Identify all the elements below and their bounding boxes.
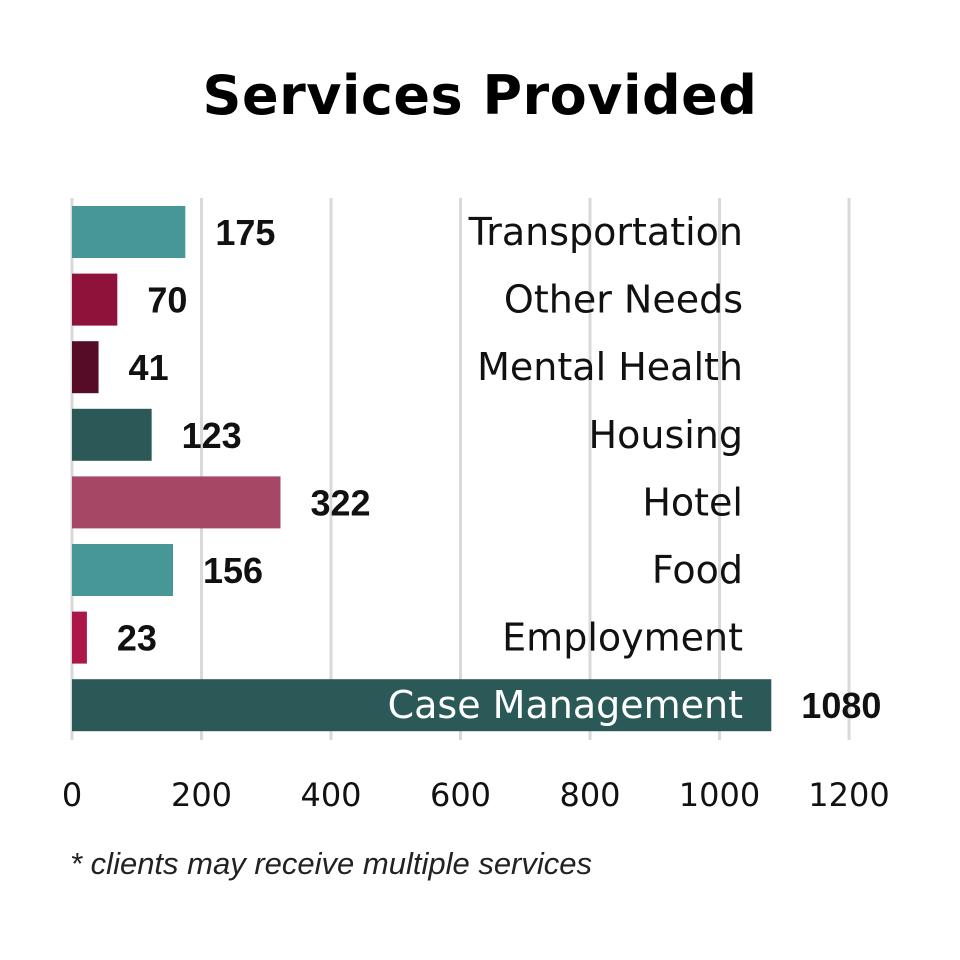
category-label: Food [652, 548, 743, 592]
value-label: 41 [129, 347, 169, 388]
value-label: 23 [117, 618, 157, 659]
bar [72, 273, 118, 326]
bars [72, 206, 772, 732]
category-label: Housing [589, 413, 743, 457]
x-tick-label: 600 [430, 776, 491, 814]
category-labels: Transportation Other Needs Mental Health Ho… [388, 210, 743, 727]
bar [72, 476, 281, 529]
bar [72, 408, 152, 461]
x-tick-label: 200 [171, 776, 232, 814]
bar [72, 544, 174, 596]
x-tick-label: 1200 [808, 776, 889, 814]
category-label: Case Management [388, 683, 743, 727]
x-tick-label: 0 [62, 776, 82, 814]
x-tick-label: 400 [300, 776, 361, 814]
bar [72, 206, 186, 258]
category-label: Other Needs [504, 278, 743, 322]
bar [72, 679, 772, 732]
value-label: 322 [310, 482, 370, 523]
value-label: 175 [215, 212, 275, 253]
category-label: Transportation [468, 210, 743, 254]
x-tick-label: 800 [559, 776, 620, 814]
value-label: 156 [203, 550, 263, 591]
value-label: 1080 [801, 685, 881, 726]
x-axis-ticks: 0 200 400 600 800 1000 1200 [62, 776, 890, 814]
bar [72, 341, 99, 394]
value-labels: 175 70 41 123 322 156 23 1080 [117, 212, 882, 726]
category-label: Hotel [642, 480, 743, 524]
category-label: Employment [502, 616, 743, 660]
x-tick-label: 1000 [679, 776, 760, 814]
chart-title: Services Provided [202, 64, 758, 127]
bar [72, 611, 87, 664]
category-label: Mental Health [477, 345, 743, 389]
value-label: 70 [147, 280, 187, 321]
value-label: 123 [182, 415, 242, 456]
footnote: * clients may receive multiple services [70, 846, 593, 881]
